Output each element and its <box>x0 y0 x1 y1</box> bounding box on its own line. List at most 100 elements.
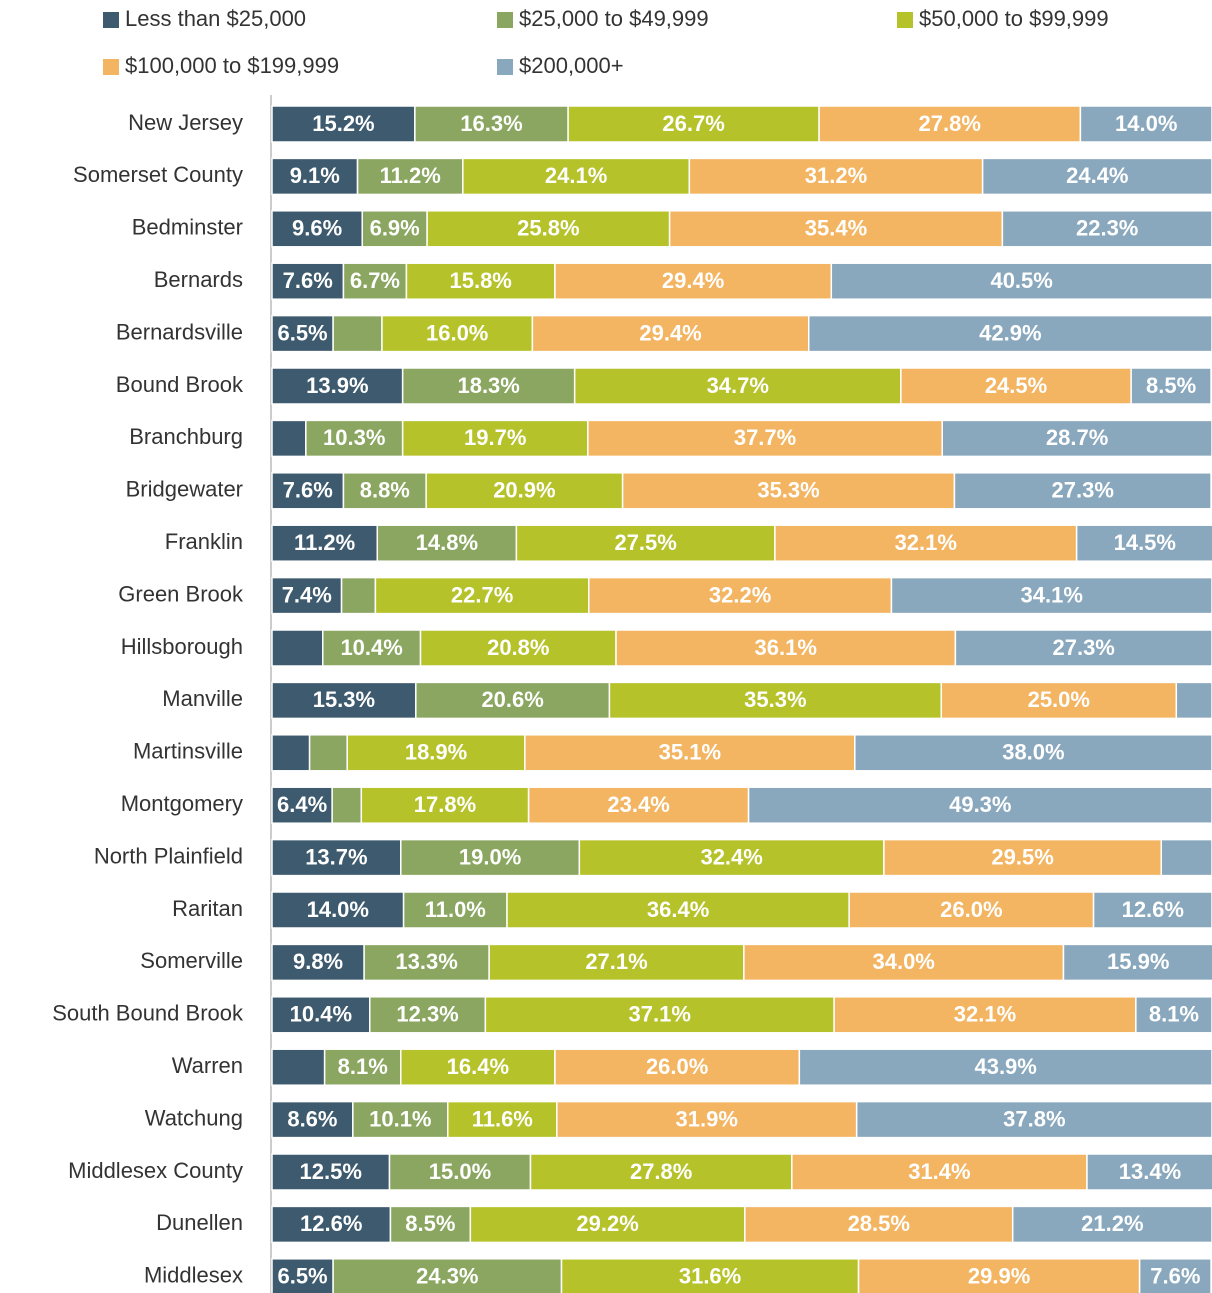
y-tick-label: Hillsborough <box>121 634 243 659</box>
data-label: 6.9% <box>370 216 420 241</box>
bar-segment <box>554 262 833 300</box>
bar-segment <box>798 1048 1212 1086</box>
bar-segment <box>271 891 405 929</box>
y-tick-label: Montgomery <box>121 791 243 816</box>
y-tick-label: South Bound Brook <box>52 1001 244 1026</box>
data-label: 34.7% <box>707 373 769 398</box>
bar-segment <box>1062 943 1212 982</box>
bar-segment <box>587 419 943 458</box>
bar-segment <box>352 1100 449 1139</box>
data-label: 23.4% <box>607 792 669 817</box>
legend-label: $100,000 to $199,999 <box>125 53 339 78</box>
data-label: 29.5% <box>991 844 1053 869</box>
bar-segment <box>854 734 1212 772</box>
data-label: 20.9% <box>493 478 555 503</box>
y-tick-label: Martinsville <box>133 739 243 764</box>
data-label: 36.1% <box>755 635 817 660</box>
bar-segment <box>890 576 1212 615</box>
bar-segment <box>484 996 835 1034</box>
data-label: 8.5% <box>1146 373 1196 398</box>
bar-segment <box>369 996 487 1034</box>
bar-segment <box>271 629 324 667</box>
data-label: 11.2% <box>380 163 441 188</box>
bar-segment <box>900 367 1132 405</box>
legend-swatch <box>497 59 513 75</box>
data-label: 26.7% <box>662 111 724 136</box>
data-label: 12.6% <box>300 1211 362 1236</box>
bar-segment <box>573 367 902 405</box>
bar-segment <box>376 524 518 562</box>
data-label: 15.2% <box>312 111 374 136</box>
data-label: 17.8% <box>414 792 476 817</box>
bar-segment <box>855 1100 1212 1139</box>
bar-segment <box>1135 996 1212 1034</box>
bar-segment <box>462 157 691 196</box>
data-label: 12.6% <box>1122 897 1184 922</box>
y-tick-label: Franklin <box>165 529 243 554</box>
data-label: 14.8% <box>416 530 478 555</box>
data-label: 36.4% <box>647 897 709 922</box>
data-label: 16.0% <box>426 320 488 345</box>
bar-segment <box>527 786 750 824</box>
data-label: 40.5% <box>990 268 1052 293</box>
bar-segment <box>954 629 1212 667</box>
data-label: 22.3% <box>1076 216 1138 241</box>
data-label: 9.1% <box>290 163 340 188</box>
y-tick-label: Warren <box>172 1053 243 1078</box>
y-tick-label: Somerville <box>140 948 243 973</box>
data-label: 29.4% <box>639 320 701 345</box>
y-tick-label: Manville <box>162 686 243 711</box>
data-label: 15.0% <box>429 1159 491 1184</box>
y-tick-label: Middlesex County <box>68 1158 243 1183</box>
bar-segment <box>271 367 404 405</box>
data-label: 24.1% <box>545 163 607 188</box>
data-label: 27.5% <box>614 530 676 555</box>
bar-segment <box>560 1258 860 1293</box>
data-label: 6.7% <box>350 268 400 293</box>
bar-segment <box>340 576 377 615</box>
bar-segment <box>271 1048 326 1086</box>
legend-label: $25,000 to $49,999 <box>519 6 709 31</box>
bar-segment <box>1001 210 1212 248</box>
data-label: 6.5% <box>277 320 327 345</box>
data-label: 34.1% <box>1021 582 1083 607</box>
data-label: 32.1% <box>895 530 957 555</box>
bar-segment <box>608 681 943 720</box>
y-tick-label: Bernardsville <box>116 319 243 344</box>
bar-segment <box>807 314 1212 353</box>
data-label: 13.3% <box>395 949 457 974</box>
bar-segment <box>381 314 534 353</box>
data-label: 42.9% <box>979 320 1041 345</box>
bar-segment <box>402 891 508 929</box>
data-label: 15.9% <box>1107 949 1169 974</box>
data-label: 31.2% <box>805 163 867 188</box>
data-label: 12.3% <box>396 1002 458 1027</box>
y-tick-label: Dunellen <box>156 1210 243 1235</box>
data-label: 7.6% <box>283 478 333 503</box>
bar-segment <box>1175 681 1212 720</box>
bar-segment <box>1092 891 1212 929</box>
y-tick-label: Bedminster <box>132 215 243 240</box>
y-tick-label: Watchung <box>145 1105 243 1130</box>
bar-segment <box>953 472 1212 510</box>
data-label: 12.5% <box>300 1159 362 1184</box>
y-tick-label: Bernards <box>154 267 243 292</box>
data-label: 31.4% <box>908 1159 970 1184</box>
bar-segment <box>405 262 556 300</box>
bar-segment <box>419 629 617 667</box>
bar-segment <box>529 1153 793 1191</box>
data-label: 29.4% <box>662 268 724 293</box>
data-label: 20.6% <box>481 687 543 712</box>
bar-segment <box>940 681 1178 720</box>
bar-segment <box>271 786 333 824</box>
data-label: 8.5% <box>405 1211 455 1236</box>
bar-segment <box>774 524 1078 562</box>
bar-segment <box>524 734 856 772</box>
data-label: 32.2% <box>709 582 771 607</box>
data-label: 31.6% <box>679 1264 741 1289</box>
data-label: 24.4% <box>1066 163 1128 188</box>
data-label: 25.8% <box>517 216 579 241</box>
bar-segment <box>346 734 526 772</box>
data-label: 37.7% <box>734 425 796 450</box>
data-label: 11.2% <box>294 530 355 555</box>
